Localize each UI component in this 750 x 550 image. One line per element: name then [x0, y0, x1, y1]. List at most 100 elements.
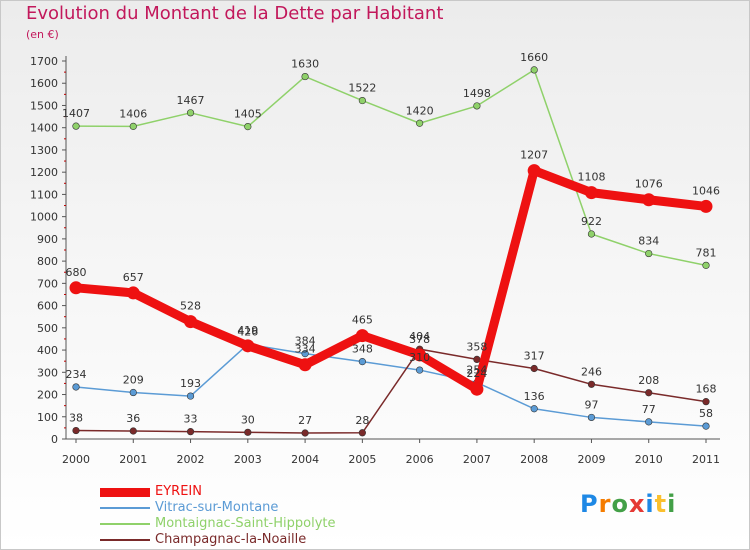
y-tick-label: 1500	[30, 99, 58, 112]
data-point	[587, 413, 596, 422]
legend-label: EYREIN	[155, 484, 202, 499]
data-label: 834	[638, 235, 659, 248]
series-line	[71, 166, 711, 394]
data-label: 419	[237, 324, 258, 337]
series-line	[75, 69, 707, 267]
data-point	[244, 122, 252, 131]
data-point	[184, 315, 198, 329]
series-line	[75, 348, 707, 434]
data-label: 30	[241, 413, 255, 426]
x-tick-label: 2009	[577, 453, 605, 466]
data-label: 246	[581, 365, 602, 378]
data-point	[186, 428, 195, 436]
data-point	[186, 392, 195, 400]
data-point	[301, 72, 309, 81]
y-tick-label: 1600	[30, 77, 58, 90]
data-label: 1467	[177, 94, 205, 107]
data-point	[355, 329, 369, 343]
data-point	[298, 358, 312, 372]
data-point	[301, 350, 309, 358]
data-point	[69, 281, 83, 295]
data-label: 33	[184, 413, 198, 426]
data-label: 1498	[463, 87, 491, 100]
x-tick-label: 2008	[520, 453, 548, 466]
data-label: 136	[524, 390, 545, 403]
data-label: 77	[642, 403, 656, 416]
x-tick-label: 2011	[692, 453, 720, 466]
x-tick-label: 2002	[177, 453, 205, 466]
data-point	[584, 186, 598, 200]
data-point	[72, 383, 80, 391]
y-tick-label: 100	[37, 411, 58, 424]
data-label: 28	[355, 414, 369, 427]
y-tick-label: 700	[37, 277, 58, 290]
data-label: 208	[638, 374, 659, 387]
legend-swatch	[100, 523, 150, 525]
y-tick-label: 1100	[30, 188, 58, 201]
data-label: 404	[409, 330, 430, 343]
data-point	[358, 358, 366, 366]
data-label: 193	[180, 377, 201, 390]
data-label: 378	[409, 333, 430, 346]
y-tick-label: 0	[51, 433, 58, 446]
data-point	[416, 366, 424, 374]
data-point	[358, 96, 366, 105]
y-tick-label: 300	[37, 366, 58, 379]
x-tick-label: 2007	[463, 453, 491, 466]
data-point	[527, 164, 541, 178]
x-tick-label: 2010	[635, 453, 663, 466]
data-point	[416, 119, 424, 127]
data-point	[129, 427, 137, 435]
y-tick-label: 200	[37, 389, 58, 402]
data-point	[530, 405, 538, 413]
data-label: 680	[66, 266, 87, 279]
data-point	[645, 249, 653, 258]
y-tick-label: 800	[37, 255, 58, 268]
y-tick-label: 400	[37, 344, 58, 357]
data-label: 1108	[577, 171, 605, 184]
data-label: 1630	[291, 58, 319, 71]
data-point	[241, 339, 255, 353]
data-point	[642, 193, 656, 207]
data-label: 1660	[520, 51, 548, 64]
x-tick-label: 2000	[62, 453, 90, 466]
logo-letter: r	[598, 490, 612, 518]
data-point	[587, 230, 596, 238]
data-label: 317	[524, 350, 545, 363]
legend-swatch	[100, 539, 150, 541]
data-point	[301, 429, 309, 437]
data-point	[473, 102, 481, 110]
data-label: 528	[180, 300, 201, 313]
data-label: 922	[581, 215, 602, 228]
legend-swatch	[100, 488, 150, 497]
logo-letter: o	[611, 490, 629, 518]
data-point	[72, 426, 80, 435]
data-label: 781	[696, 246, 717, 259]
data-label: 224	[466, 367, 487, 380]
chart-title: Evolution du Montant de la Dette par Hab…	[26, 3, 444, 24]
data-label: 1046	[692, 184, 720, 197]
logo-letter: t	[654, 490, 668, 518]
data-label: 36	[126, 412, 140, 425]
data-point	[645, 389, 653, 397]
logo-letter: P	[580, 490, 599, 518]
data-point	[702, 261, 710, 269]
y-tick-label: 500	[37, 322, 58, 335]
data-point	[413, 348, 427, 362]
legend-label: Montaignac-Saint-Hippolyte	[155, 516, 336, 531]
logo-letter: x	[628, 490, 646, 518]
series-line	[75, 343, 707, 427]
data-label: 1522	[348, 82, 376, 95]
data-point	[702, 398, 710, 406]
data-label: 209	[123, 374, 144, 387]
data-point	[530, 66, 538, 74]
data-label: 1420	[406, 104, 434, 117]
data-point	[470, 382, 484, 396]
data-point	[244, 428, 252, 436]
y-tick-label: 600	[37, 300, 58, 313]
data-label: 310	[409, 351, 430, 364]
legend-label: Vitrac-sur-Montane	[155, 500, 279, 515]
y-tick-label: 1300	[30, 144, 58, 157]
data-point	[129, 122, 137, 130]
